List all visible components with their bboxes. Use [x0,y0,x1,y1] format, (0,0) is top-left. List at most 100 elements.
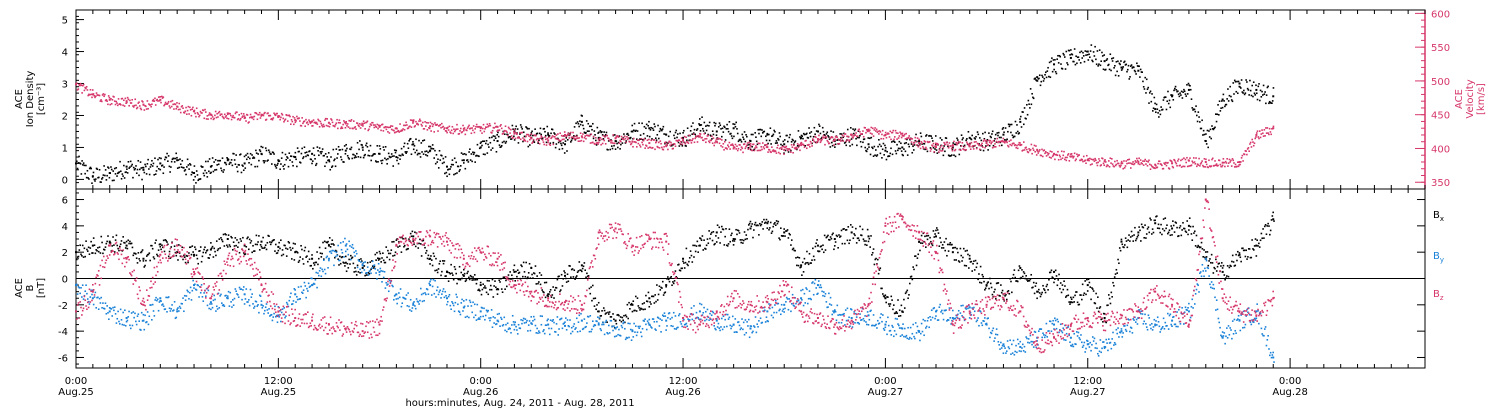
by-point [378,270,381,273]
density-sample [561,147,564,150]
velocity-sample [601,138,603,141]
bx-point [1019,266,1022,269]
density-sample [531,130,533,133]
bx-sample [643,302,646,304]
velocity-sample [199,110,202,113]
bx-sample [453,265,456,268]
density-sample [249,157,251,160]
velocity-sample [833,144,835,146]
density-sample [371,154,374,157]
bx-sample [157,249,160,251]
density-sample [88,178,90,180]
bx-sample [1193,230,1196,233]
bx-sample [451,272,453,275]
bx-sample [753,223,756,226]
density-sample [1019,118,1021,120]
velocity-sample [1230,159,1232,162]
bx-sample [621,316,624,319]
density-sample [122,175,124,177]
density-point [648,127,651,130]
density-sample [1041,74,1043,77]
density-sample [154,157,156,160]
density-sample [649,129,652,131]
bx-sample [1068,301,1070,303]
bx-sample [1098,307,1101,309]
bx-sample [1164,217,1167,219]
bx-sample [647,291,650,294]
velocity-sample [855,132,857,134]
velocity-sample [912,143,914,146]
velocity-sample [380,129,382,132]
density-sample [805,133,807,136]
density-sample [871,147,874,150]
bx-sample [760,223,763,226]
density-sample [384,145,387,148]
density-sample [368,149,370,152]
bx-sample [1061,284,1064,286]
velocity-sample [1240,161,1242,163]
density-sample [613,134,616,136]
bx-sample [982,275,984,278]
density-sample [1014,120,1017,123]
bx-sample [665,285,667,288]
density-sample [539,127,542,130]
bx-sample [1254,238,1257,240]
density-sample [1167,90,1169,93]
density-sample [749,139,751,142]
velocity-sample [683,141,685,144]
density-sample [110,166,112,168]
bx-sample [1011,277,1014,279]
velocity-sample [1070,152,1073,155]
velocity-sample [1189,157,1191,159]
density-sample [210,171,212,174]
density-sample [701,116,703,119]
velocity-sample [224,116,227,118]
density-sample [601,134,604,136]
density-sample [339,149,341,151]
density-sample [359,156,362,159]
bx-sample [446,270,448,273]
density-sample [718,122,721,124]
bx-sample [565,277,567,280]
bx-sample [520,264,522,266]
bx-sample [461,277,463,280]
bx-sample [722,228,725,231]
velocity-sample [550,137,552,140]
density-sample [519,133,521,135]
density-sample [491,147,494,149]
density-sample [304,151,307,154]
density-sample [1131,67,1134,69]
bx-sample [344,255,347,258]
velocity-sample [737,147,740,150]
bx-sample [240,240,243,242]
bx-sample [1192,225,1194,228]
velocity-sample [1225,162,1228,164]
bx-sample [806,250,808,253]
bx-point [816,244,819,247]
velocity-sample [954,148,957,151]
velocity-point [1204,160,1207,163]
velocity-sample [632,145,634,148]
density-sample [434,162,437,165]
velocity-sample [575,137,577,140]
bx-sample [419,243,422,245]
density-sample [1177,90,1179,92]
velocity-sample [286,120,289,122]
velocity-sample [393,131,396,134]
bx-sample [347,267,350,269]
velocity-sample [811,145,813,147]
bx-sample [655,300,657,303]
velocity-sample [1182,165,1184,168]
density-sample [400,147,403,150]
bx-sample [252,244,254,247]
velocity-sample [1010,144,1013,147]
velocity-sample [484,127,486,130]
velocity-sample [543,143,546,146]
velocity-sample [176,106,179,108]
bx-sample [1156,215,1158,217]
density-sample [1060,63,1062,65]
density-sample [527,145,530,148]
velocity-sample [846,138,849,141]
density-sample [1174,87,1176,90]
velocity-sample [530,133,533,136]
